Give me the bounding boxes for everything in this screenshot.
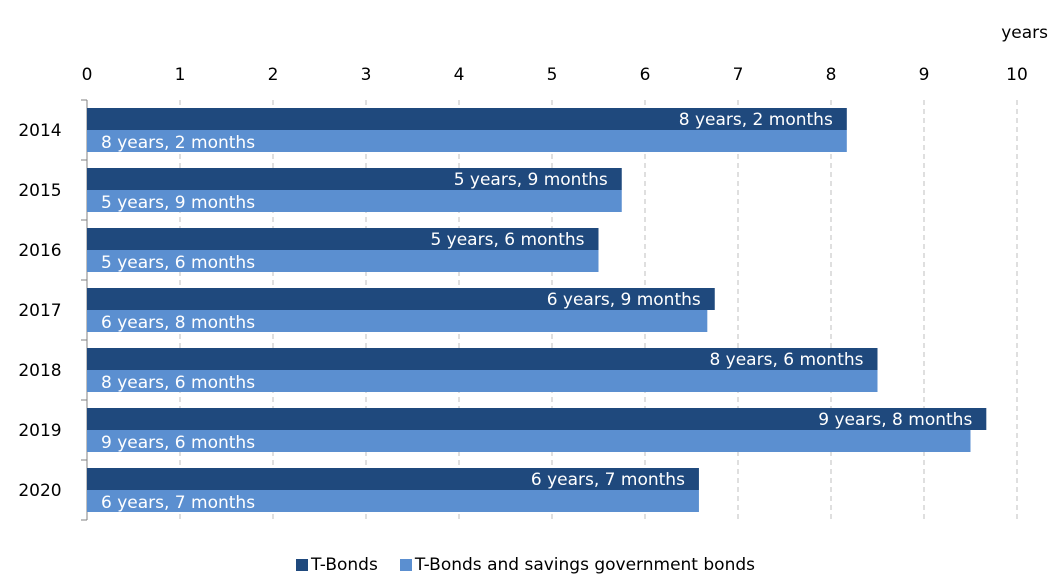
x-tick-label: 0: [82, 65, 93, 85]
data-label-t-bonds: 5 years, 9 months: [454, 170, 608, 190]
x-tick-label: 8: [826, 65, 837, 85]
y-category-label: 2015: [18, 181, 61, 201]
data-label-t-bonds: 5 years, 6 months: [430, 230, 584, 250]
bar-savings-bonds: [87, 490, 699, 512]
data-label-t-bonds: 9 years, 8 months: [818, 410, 972, 430]
data-label-t-bonds: 8 years, 2 months: [679, 110, 833, 130]
y-category-label: 2019: [18, 421, 61, 441]
y-category-label: 2016: [18, 241, 61, 261]
x-tick-label: 9: [919, 65, 930, 85]
y-category-label: 2018: [18, 361, 61, 381]
legend-swatch-savings-bonds: [399, 559, 412, 571]
x-tick-label: 7: [733, 65, 744, 85]
data-label-t-bonds: 6 years, 9 months: [547, 290, 701, 310]
data-label-savings-bonds: 5 years, 6 months: [101, 253, 255, 273]
data-label-savings-bonds: 9 years, 6 months: [101, 433, 255, 453]
unit-label: years: [1001, 23, 1048, 43]
x-tick-label: 10: [1006, 65, 1028, 85]
bar-savings-bonds: [87, 430, 971, 452]
data-label-t-bonds: 6 years, 7 months: [531, 470, 685, 490]
bar-t-bonds: [87, 288, 715, 310]
x-tick-label: 5: [547, 65, 558, 85]
legend-item-savings-bonds: T-Bonds and savings government bonds: [399, 555, 755, 575]
bar-t-bonds: [87, 168, 622, 190]
y-axis: 2014 2015 2016 2017 2018 2019 2020: [18, 99, 88, 521]
bar-chart: years 0 1 2 3 4 5 6 7 8 9 10 201420152016201720182…: [18, 23, 1048, 521]
legend-label-savings-bonds: T-Bonds and savings government bonds: [414, 555, 755, 575]
data-label-savings-bonds: 5 years, 9 months: [101, 193, 255, 213]
data-label-t-bonds: 8 years, 6 months: [709, 350, 863, 370]
y-category-label: 2014: [18, 121, 61, 141]
bar-savings-bonds: [87, 250, 599, 272]
bar-t-bonds: [87, 228, 599, 250]
data-label-savings-bonds: 8 years, 2 months: [101, 133, 255, 153]
data-label-savings-bonds: 6 years, 8 months: [101, 313, 255, 333]
legend-label-t-bonds: T-Bonds: [310, 555, 378, 575]
bar-savings-bonds: [87, 130, 847, 152]
bar-t-bonds: [87, 108, 847, 130]
data-label-savings-bonds: 8 years, 6 months: [101, 373, 255, 393]
bar-savings-bonds: [87, 190, 622, 212]
bar-savings-bonds: [87, 310, 708, 332]
data-label-savings-bonds: 6 years, 7 months: [101, 493, 255, 513]
y-category-label: 2020: [18, 481, 61, 501]
x-tick-label: 3: [361, 65, 372, 85]
bar-savings-bonds: [87, 370, 878, 392]
y-category-label: 2017: [18, 301, 61, 321]
x-tick-label: 6: [640, 65, 651, 85]
bar-t-bonds: [87, 348, 878, 370]
legend: T-Bonds T-Bonds and savings government b…: [0, 555, 1051, 575]
bar-t-bonds: [87, 408, 987, 430]
x-tick-label: 2: [268, 65, 279, 85]
x-tick-label: 4: [454, 65, 465, 85]
bar-series: 8 years, 2 months 8 years, 2 months 5 year…: [87, 108, 987, 513]
x-axis-ticks: 0 1 2 3 4 5 6 7 8 9 10: [82, 65, 1028, 85]
legend-swatch-t-bonds: [295, 559, 308, 571]
legend-item-t-bonds: T-Bonds: [295, 555, 378, 575]
bar-t-bonds: [87, 468, 699, 490]
x-tick-label: 1: [175, 65, 186, 85]
